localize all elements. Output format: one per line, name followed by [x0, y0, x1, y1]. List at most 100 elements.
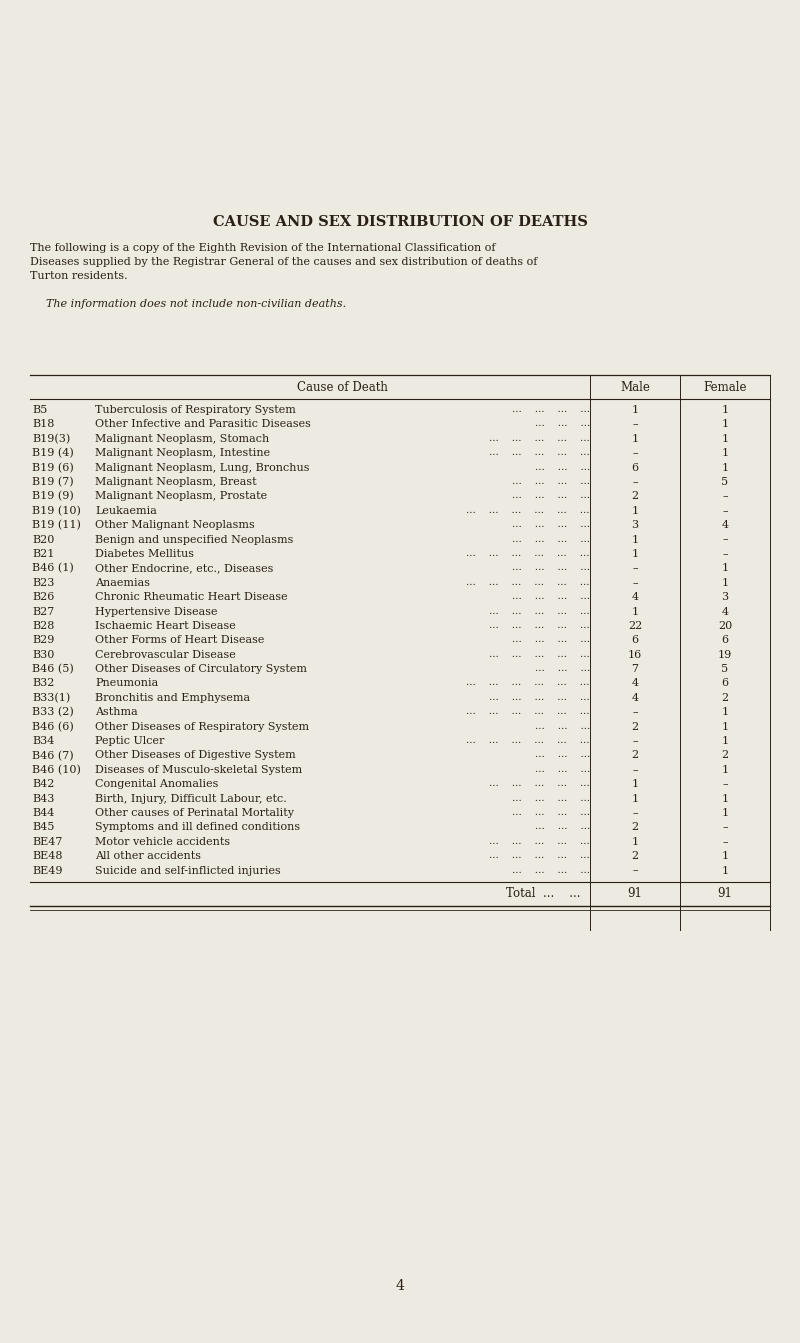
Text: 4: 4 [395, 1279, 405, 1293]
Text: B19(3): B19(3) [32, 434, 70, 445]
Text: ...    ...    ...: ... ... ... [534, 462, 590, 471]
Text: 3: 3 [722, 592, 729, 602]
Text: Leukaemia: Leukaemia [95, 506, 157, 516]
Text: ...    ...    ...    ...: ... ... ... ... [512, 492, 590, 501]
Text: 5: 5 [722, 663, 729, 674]
Text: ...    ...    ...: ... ... ... [534, 663, 590, 673]
Text: Cerebrovascular Disease: Cerebrovascular Disease [95, 650, 236, 659]
Text: 1: 1 [631, 837, 638, 847]
Text: ...    ...    ...    ...    ...: ... ... ... ... ... [490, 650, 590, 658]
Text: Cause of Death: Cause of Death [297, 381, 388, 393]
Text: 1: 1 [631, 607, 638, 616]
Text: ...    ...    ...: ... ... ... [534, 766, 590, 774]
Text: Diseases of Musculo-skeletal System: Diseases of Musculo-skeletal System [95, 766, 302, 775]
Text: B33(1): B33(1) [32, 693, 70, 704]
Text: 5: 5 [722, 477, 729, 488]
Text: 16: 16 [628, 650, 642, 659]
Text: ...    ...    ...    ...    ...    ...: ... ... ... ... ... ... [466, 506, 590, 514]
Text: 2: 2 [631, 721, 638, 732]
Text: Malignant Neoplasm, Lung, Bronchus: Malignant Neoplasm, Lung, Bronchus [95, 462, 310, 473]
Text: ...    ...    ...    ...: ... ... ... ... [512, 406, 590, 414]
Text: ...    ...    ...: ... ... ... [534, 751, 590, 759]
Text: B43: B43 [32, 794, 54, 803]
Text: B21: B21 [32, 549, 54, 559]
Text: 19: 19 [718, 650, 732, 659]
Text: Other Diseases of Digestive System: Other Diseases of Digestive System [95, 751, 296, 760]
Text: 1: 1 [631, 779, 638, 790]
Text: –: – [632, 736, 638, 747]
Text: Malignant Neoplasm, Breast: Malignant Neoplasm, Breast [95, 477, 257, 488]
Text: Diseases supplied by the Registrar General of the causes and sex distribution of: Diseases supplied by the Registrar Gener… [30, 257, 538, 267]
Text: ...    ...    ...    ...    ...    ...: ... ... ... ... ... ... [466, 678, 590, 688]
Text: ...    ...    ...    ...: ... ... ... ... [512, 808, 590, 817]
Text: –: – [632, 577, 638, 588]
Text: B46 (10): B46 (10) [32, 766, 81, 775]
Text: ...    ...    ...    ...: ... ... ... ... [512, 866, 590, 874]
Text: BE47: BE47 [32, 837, 62, 847]
Text: ...    ...    ...    ...    ...: ... ... ... ... ... [490, 851, 590, 861]
Text: B19 (4): B19 (4) [32, 449, 74, 458]
Text: 20: 20 [718, 620, 732, 631]
Text: Other Forms of Heart Disease: Other Forms of Heart Disease [95, 635, 264, 645]
Text: Diabetes Mellitus: Diabetes Mellitus [95, 549, 194, 559]
Text: –: – [722, 837, 728, 847]
Text: B26: B26 [32, 592, 54, 602]
Text: CAUSE AND SEX DISTRIBUTION OF DEATHS: CAUSE AND SEX DISTRIBUTION OF DEATHS [213, 215, 587, 230]
Text: 6: 6 [631, 635, 638, 645]
Text: B46 (7): B46 (7) [32, 751, 74, 760]
Text: 1: 1 [722, 708, 729, 717]
Text: Ischaemic Heart Disease: Ischaemic Heart Disease [95, 620, 236, 631]
Text: Other Malignant Neoplasms: Other Malignant Neoplasms [95, 520, 254, 530]
Text: Peptic Ulcer: Peptic Ulcer [95, 736, 164, 747]
Text: B46 (1): B46 (1) [32, 563, 74, 573]
Text: B27: B27 [32, 607, 54, 616]
Text: 2: 2 [631, 822, 638, 833]
Text: Symptoms and ill defined conditions: Symptoms and ill defined conditions [95, 822, 300, 833]
Text: –: – [722, 492, 728, 501]
Text: BE49: BE49 [32, 866, 62, 876]
Text: –: – [632, 477, 638, 488]
Text: 1: 1 [722, 419, 729, 430]
Text: 1: 1 [722, 434, 729, 443]
Text: 3: 3 [631, 520, 638, 530]
Text: Pneumonia: Pneumonia [95, 678, 158, 689]
Text: ...    ...    ...    ...    ...    ...: ... ... ... ... ... ... [466, 577, 590, 587]
Text: ...    ...    ...: ... ... ... [534, 721, 590, 731]
Text: Malignant Neoplasm, Prostate: Malignant Neoplasm, Prostate [95, 492, 267, 501]
Text: –: – [632, 808, 638, 818]
Text: ...    ...    ...    ...    ...: ... ... ... ... ... [490, 620, 590, 630]
Text: 1: 1 [722, 794, 729, 803]
Text: 4: 4 [722, 607, 729, 616]
Text: Chronic Rheumatic Heart Disease: Chronic Rheumatic Heart Disease [95, 592, 288, 602]
Text: B34: B34 [32, 736, 54, 747]
Text: ...    ...    ...    ...    ...: ... ... ... ... ... [490, 449, 590, 457]
Text: Asthma: Asthma [95, 708, 138, 717]
Text: –: – [722, 779, 728, 790]
Text: 1: 1 [722, 808, 729, 818]
Text: ...    ...    ...: ... ... ... [534, 419, 590, 428]
Text: 1: 1 [722, 866, 729, 876]
Text: 1: 1 [722, 406, 729, 415]
Text: B42: B42 [32, 779, 54, 790]
Text: The following is a copy of the Eighth Revision of the International Classificati: The following is a copy of the Eighth Re… [30, 243, 495, 252]
Text: Benign and unspecified Neoplasms: Benign and unspecified Neoplasms [95, 535, 294, 544]
Text: –: – [632, 449, 638, 458]
Text: B19 (6): B19 (6) [32, 462, 74, 473]
Text: ...    ...    ...    ...    ...: ... ... ... ... ... [490, 607, 590, 615]
Text: Anaemias: Anaemias [95, 577, 150, 588]
Text: B46 (5): B46 (5) [32, 663, 74, 674]
Text: All other accidents: All other accidents [95, 851, 201, 861]
Text: ...    ...    ...    ...    ...    ...: ... ... ... ... ... ... [466, 708, 590, 716]
Text: Total  ...    ...: Total ... ... [506, 886, 580, 900]
Text: 2: 2 [722, 751, 729, 760]
Text: Other Diseases of Circulatory System: Other Diseases of Circulatory System [95, 663, 307, 674]
Text: Female: Female [703, 381, 746, 393]
Text: 4: 4 [631, 693, 638, 702]
Text: 4: 4 [722, 520, 729, 530]
Text: 4: 4 [631, 592, 638, 602]
Text: B19 (9): B19 (9) [32, 492, 74, 502]
Text: ...    ...    ...    ...    ...: ... ... ... ... ... [490, 837, 590, 846]
Text: 22: 22 [628, 620, 642, 631]
Text: Male: Male [620, 381, 650, 393]
Text: 1: 1 [722, 563, 729, 573]
